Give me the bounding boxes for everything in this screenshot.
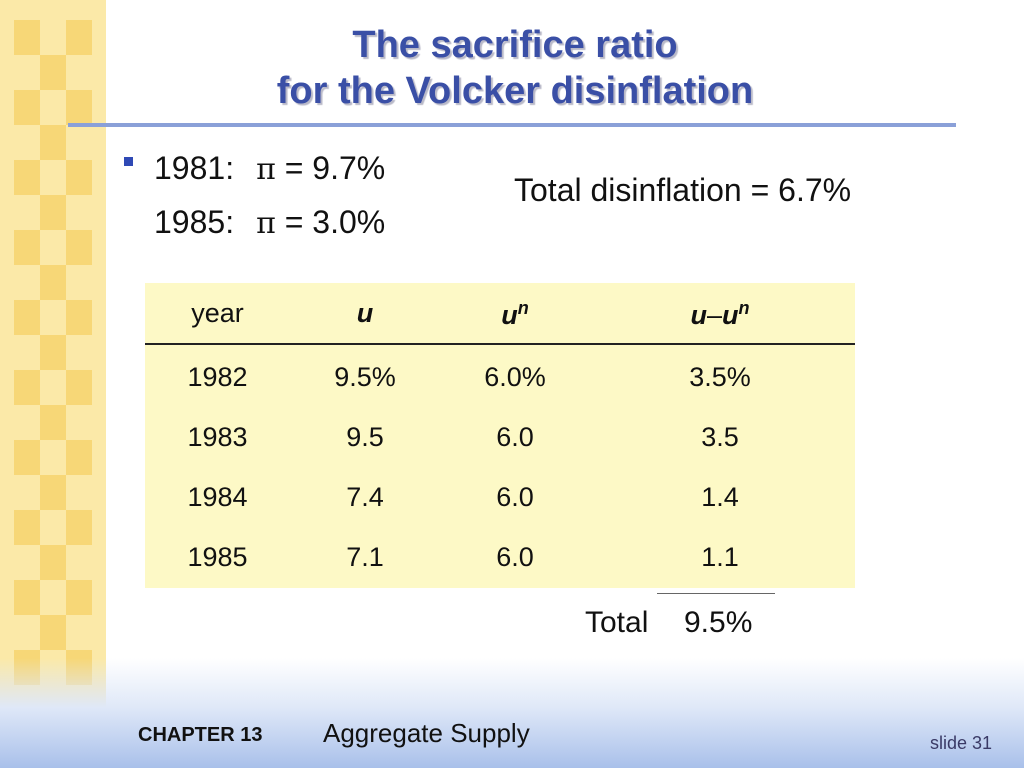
cell-u: 9.5 bbox=[346, 422, 384, 452]
total-label: Total bbox=[585, 606, 649, 639]
cell-diff: 1.4 bbox=[701, 482, 739, 512]
bullet-line-1981: 1981: π = 9.7% bbox=[154, 150, 385, 188]
chapter-title: Aggregate Supply bbox=[323, 718, 530, 748]
strip-block bbox=[40, 475, 66, 510]
strip-block bbox=[66, 160, 92, 195]
header-un-base: u bbox=[501, 300, 518, 330]
cell-diff: 1.1 bbox=[701, 542, 739, 572]
unemployment-table bbox=[145, 283, 855, 588]
total-disinflation: Total disinflation = 6.7% bbox=[514, 172, 852, 208]
footer-band bbox=[0, 658, 1024, 768]
slide-number: slide 31 bbox=[929, 733, 992, 753]
header-u: u bbox=[356, 298, 374, 328]
bullet-line-1985: 1985: π = 3.0% bbox=[154, 204, 385, 242]
strip-block bbox=[14, 510, 40, 545]
header-un-superscript: n bbox=[517, 298, 529, 318]
bullet-year-label: 1981: bbox=[154, 150, 235, 186]
cell-un: 6.0 bbox=[496, 542, 534, 572]
bullet-year-label: 1985: bbox=[154, 204, 235, 240]
title-divider bbox=[68, 123, 956, 127]
title-line-2: for the Volcker disinflation bbox=[276, 70, 754, 112]
header-diff-superscript: n bbox=[738, 298, 750, 318]
header-separator bbox=[145, 343, 855, 345]
header-diff-un: u bbox=[722, 300, 739, 330]
cell-u: 7.1 bbox=[346, 542, 384, 572]
bullet-square-icon bbox=[124, 157, 133, 166]
header-un: un bbox=[460, 298, 570, 331]
strip-block bbox=[66, 440, 92, 475]
header-diff-minus: – bbox=[706, 300, 723, 330]
strip-block bbox=[40, 55, 66, 90]
cell-diff: 3.5 bbox=[701, 422, 739, 452]
strip-block bbox=[66, 230, 92, 265]
cell-u: 7.4 bbox=[346, 482, 384, 512]
strip-block bbox=[14, 580, 40, 615]
strip-block bbox=[14, 370, 40, 405]
strip-block bbox=[40, 545, 66, 580]
header-u-minus-un: u–un bbox=[640, 298, 800, 331]
strip-block bbox=[40, 405, 66, 440]
strip-block bbox=[14, 20, 40, 55]
pi-symbol: π bbox=[256, 206, 276, 241]
strip-block bbox=[14, 440, 40, 475]
cell-un: 6.0 bbox=[496, 422, 534, 452]
cell-year: 1983 bbox=[187, 422, 248, 452]
strip-block bbox=[14, 300, 40, 335]
cell-un: 6.0 bbox=[496, 482, 534, 512]
strip-block bbox=[14, 230, 40, 265]
strip-block bbox=[40, 195, 66, 230]
strip-block bbox=[66, 90, 92, 125]
cell-year: 1982 bbox=[187, 362, 248, 392]
title-line-1: The sacrifice ratio bbox=[352, 24, 678, 66]
bullet-value: = 3.0% bbox=[284, 204, 386, 240]
strip-block bbox=[14, 90, 40, 125]
cell-diff: 3.5% bbox=[689, 362, 751, 392]
slide-title: The sacrifice ratio for the Volcker disi… bbox=[110, 22, 920, 114]
strip-block bbox=[66, 580, 92, 615]
header-diff-u: u bbox=[690, 300, 707, 330]
chapter-label: CHAPTER 13 bbox=[138, 724, 263, 746]
cell-year: 1985 bbox=[187, 542, 248, 572]
strip-block bbox=[40, 125, 66, 160]
strip-block bbox=[66, 370, 92, 405]
cell-year: 1984 bbox=[187, 482, 248, 512]
strip-block bbox=[66, 300, 92, 335]
bullet-value: = 9.7% bbox=[284, 150, 386, 186]
strip-block bbox=[66, 510, 92, 545]
pi-symbol: π bbox=[256, 152, 276, 187]
strip-block bbox=[66, 20, 92, 55]
cell-u: 9.5% bbox=[334, 362, 396, 392]
decorative-side-strip bbox=[0, 0, 106, 768]
strip-block bbox=[14, 160, 40, 195]
strip-block bbox=[40, 615, 66, 650]
sum-underline bbox=[657, 593, 775, 594]
total-value: 9.5% bbox=[684, 606, 753, 639]
strip-block bbox=[40, 335, 66, 370]
header-year: year bbox=[191, 298, 244, 328]
cell-un: 6.0% bbox=[484, 362, 546, 392]
strip-block bbox=[40, 265, 66, 300]
